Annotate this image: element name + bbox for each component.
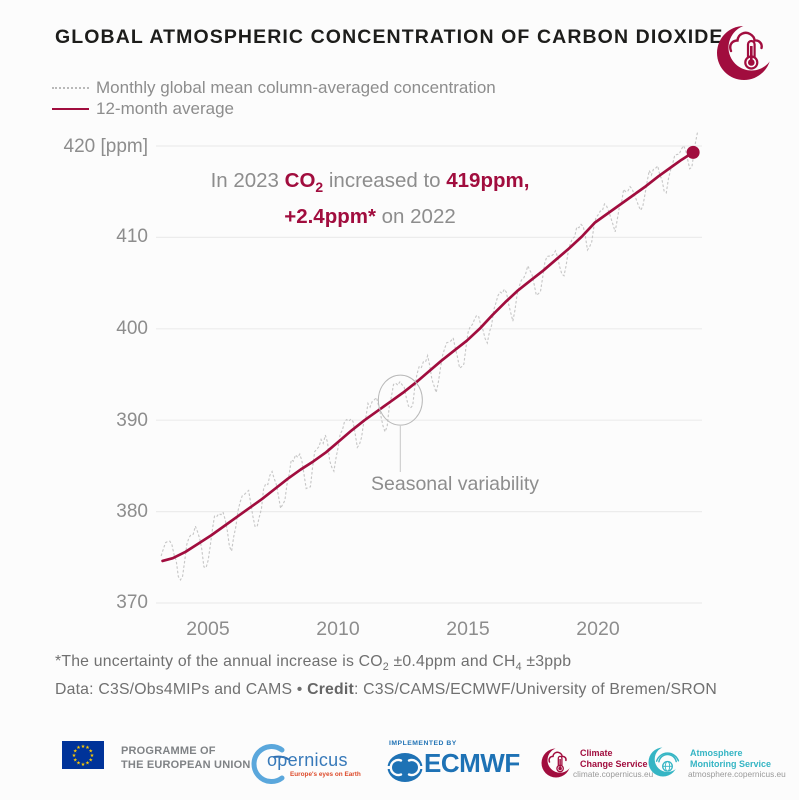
- svg-text:★: ★: [85, 761, 90, 767]
- footnote: *The uncertainty of the annual increase …: [55, 651, 717, 701]
- footnote-credit: Data: C3S/Obs4MIPs and CAMS • Credit: C3…: [55, 680, 717, 698]
- ytick-370: 370: [116, 592, 148, 613]
- svg-text:★: ★: [81, 762, 86, 768]
- copernicus-tagline: Europe's eyes on Earth: [290, 771, 361, 778]
- solid-line-swatch-icon: [52, 108, 89, 110]
- eu-flag-icon: ★ ★ ★ ★ ★ ★ ★ ★ ★ ★ ★ ★: [62, 741, 104, 774]
- ytick-390: 390: [116, 410, 148, 431]
- svg-text:★: ★: [73, 757, 78, 763]
- xtick-2020: 2020: [576, 618, 620, 640]
- cams-url: atmosphere.copernicus.eu: [688, 769, 786, 779]
- increase-callout-line2: +2.4ppm* on 2022: [284, 205, 456, 229]
- cams-label-line1: Atmosphere: [690, 748, 743, 758]
- ytick-380: 380: [116, 501, 148, 522]
- svg-text:★: ★: [89, 748, 94, 754]
- ytick-400: 400: [116, 318, 148, 339]
- svg-text:★: ★: [76, 761, 81, 767]
- ytick-410: 410: [116, 226, 148, 247]
- dotted-line-swatch-icon: [52, 87, 89, 89]
- increase-callout: In 2023 CO2 increased to 419ppm, +2.4ppm…: [140, 166, 600, 231]
- page-title: GLOBAL ATMOSPHERIC CONCENTRATION OF CARB…: [55, 26, 724, 48]
- climate-change-service-icon: [538, 742, 578, 787]
- xtick-2010: 2010: [316, 618, 360, 640]
- increase-callout-line1: In 2023 CO2 increased to 419ppm,: [210, 169, 530, 196]
- legend-item-average: 12-month average: [52, 98, 234, 120]
- c3s-label-line2: Change Service: [580, 758, 648, 769]
- cams-label-line2: Monitoring Service: [690, 758, 772, 769]
- atmosphere-monitoring-service-label: Atmosphere Monitoring Service: [690, 748, 771, 769]
- xtick-2015: 2015: [446, 618, 490, 640]
- svg-text:★: ★: [85, 745, 90, 751]
- svg-text:★: ★: [73, 748, 78, 754]
- legend-item-monthly: Monthly global mean column-averaged conc…: [52, 77, 496, 99]
- eu-programme-label: PROGRAMME OF THE EUROPEAN UNION: [121, 745, 251, 772]
- copernicus-c-icon: [250, 741, 296, 792]
- atmosphere-monitoring-service-icon: [646, 741, 686, 786]
- ytick-420-ppm: 420 [ppm]: [63, 136, 149, 157]
- implemented-by-label: IMPLEMENTED BY: [389, 740, 457, 747]
- seasonal-variability-label: Seasonal variability: [371, 473, 540, 495]
- eu-programme-line2: THE EUROPEAN UNION: [121, 758, 251, 771]
- xtick-2005: 2005: [186, 618, 230, 640]
- c3s-logo-icon: [710, 13, 784, 94]
- legend-label-average: 12-month average: [96, 99, 234, 118]
- c3s-label-line1: Climate: [580, 748, 613, 758]
- copernicus-wordmark: opernicus: [267, 750, 348, 770]
- svg-text:★: ★: [89, 757, 94, 763]
- ecmwf-wordmark: ECMWF: [424, 748, 520, 778]
- svg-text:★: ★: [81, 744, 86, 750]
- footnote-uncertainty: *The uncertainty of the annual increase …: [55, 653, 572, 674]
- climate-change-service-label: Climate Change Service: [580, 748, 648, 769]
- svg-text:★: ★: [72, 753, 77, 759]
- legend-label-monthly: Monthly global mean column-averaged conc…: [96, 78, 496, 97]
- svg-text:★: ★: [76, 745, 81, 751]
- ecmwf-globe-icon: [387, 752, 423, 788]
- c3s-url: climate.copernicus.eu: [573, 769, 654, 779]
- eu-programme-line1: PROGRAMME OF: [121, 745, 216, 757]
- svg-text:★: ★: [90, 753, 95, 759]
